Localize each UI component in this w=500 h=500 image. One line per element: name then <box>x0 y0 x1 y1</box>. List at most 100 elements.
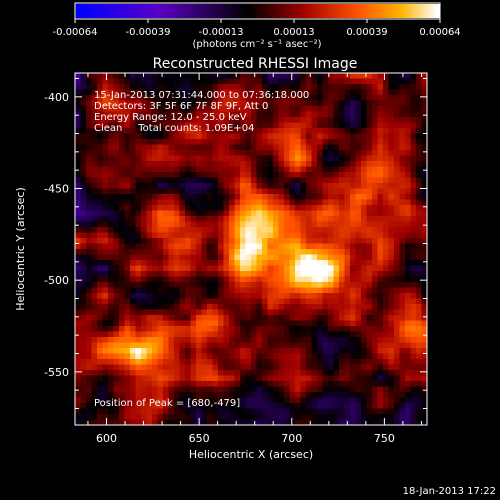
heatmap-cell <box>361 106 367 112</box>
heatmap-cell <box>410 100 417 107</box>
heatmap-cell <box>311 210 318 217</box>
heatmap-cell <box>130 320 136 327</box>
heatmap-cell <box>91 364 98 371</box>
heatmap-cell <box>416 111 422 118</box>
heatmap-cell <box>284 227 290 233</box>
heatmap-cell <box>179 348 186 354</box>
heatmap-cell <box>124 293 131 299</box>
heatmap-cell <box>300 122 307 129</box>
heatmap-cell <box>119 337 125 343</box>
heatmap-cell <box>201 414 208 420</box>
heatmap-cell <box>146 364 153 371</box>
heatmap-cell <box>256 78 263 85</box>
heatmap-cell <box>377 183 384 189</box>
heatmap-cell <box>97 111 103 118</box>
heatmap-cell <box>399 243 406 250</box>
heatmap-cell <box>102 128 109 134</box>
heatmap-cell <box>157 348 164 354</box>
heatmap-cell <box>394 243 400 250</box>
heatmap-cell <box>75 403 81 409</box>
heatmap-cell <box>421 419 427 425</box>
heatmap-cell <box>416 304 422 310</box>
heatmap-cell <box>300 199 307 206</box>
heatmap-cell <box>86 403 92 409</box>
heatmap-cell <box>289 227 296 233</box>
heatmap-cell <box>317 315 323 321</box>
heatmap-cell <box>75 309 81 316</box>
heatmap-cell <box>339 95 345 101</box>
heatmap-cell <box>212 315 219 321</box>
colorbar-tick-label: -0.00064 <box>53 27 98 38</box>
heatmap-cell <box>295 172 301 178</box>
heatmap-cell <box>218 139 224 145</box>
heatmap-cell <box>394 320 400 327</box>
colorbar-cell <box>334 4 338 18</box>
heatmap-cell <box>207 293 213 299</box>
heatmap-cell <box>212 106 219 112</box>
heatmap-cell <box>333 375 340 382</box>
heatmap-cell <box>97 260 103 266</box>
heatmap-cell <box>399 205 406 211</box>
heatmap-cell <box>295 232 301 239</box>
heatmap-cell <box>80 370 87 376</box>
heatmap-cell <box>223 403 230 409</box>
heatmap-cell <box>328 386 334 393</box>
heatmap-cell <box>229 177 235 184</box>
heatmap-cell <box>344 265 351 272</box>
heatmap-cell <box>262 265 268 272</box>
heatmap-cell <box>306 183 312 189</box>
heatmap-cell <box>75 100 81 107</box>
heatmap-cell <box>190 392 197 398</box>
heatmap-cell <box>256 205 263 211</box>
heatmap-cell <box>201 271 208 277</box>
heatmap-cell <box>212 221 219 228</box>
heatmap-cell <box>383 353 389 360</box>
heatmap-cell <box>295 282 301 288</box>
heatmap-cell <box>416 375 422 382</box>
heatmap-cell <box>207 403 213 409</box>
heatmap-cell <box>416 271 422 277</box>
heatmap-cell <box>196 414 202 420</box>
heatmap-cell <box>229 254 235 261</box>
heatmap-cell <box>207 106 213 112</box>
heatmap-cell <box>306 172 312 178</box>
heatmap-cell <box>256 414 263 420</box>
heatmap-cell <box>273 282 279 288</box>
heatmap-cell <box>262 100 268 107</box>
heatmap-cell <box>229 392 235 398</box>
heatmap-cell <box>141 359 147 365</box>
colorbar-cell <box>145 4 149 18</box>
heatmap-cell <box>394 309 400 316</box>
heatmap-cell <box>108 139 114 145</box>
heatmap-cell <box>185 133 191 140</box>
heatmap-cell <box>234 128 241 134</box>
heatmap-cell <box>295 370 301 376</box>
heatmap-cell <box>124 133 131 140</box>
heatmap-cell <box>416 353 422 360</box>
heatmap-cell <box>377 386 384 393</box>
heatmap-cell <box>289 315 296 321</box>
heatmap-cell <box>130 106 136 112</box>
heatmap-cell <box>322 408 329 415</box>
heatmap-cell <box>273 150 279 156</box>
heatmap-cell <box>179 287 186 294</box>
heatmap-cell <box>344 403 351 409</box>
heatmap-cell <box>388 320 395 327</box>
heatmap-cell <box>405 381 411 387</box>
heatmap-cell <box>421 150 427 156</box>
heatmap-cell <box>399 89 406 96</box>
heatmap-cell <box>245 276 252 283</box>
heatmap-cell <box>124 298 131 305</box>
heatmap-cell <box>383 227 389 233</box>
heatmap-cell <box>262 89 268 96</box>
heatmap-cell <box>113 271 120 277</box>
heatmap-cell <box>311 381 318 387</box>
heatmap-cell <box>108 111 114 118</box>
heatmap-cell <box>372 95 378 101</box>
heatmap-cell <box>328 133 334 140</box>
heatmap-cell <box>405 331 411 338</box>
heatmap-cell <box>388 337 395 343</box>
heatmap-cell <box>207 205 213 211</box>
heatmap-cell <box>229 133 235 140</box>
heatmap-cell <box>410 73 417 79</box>
